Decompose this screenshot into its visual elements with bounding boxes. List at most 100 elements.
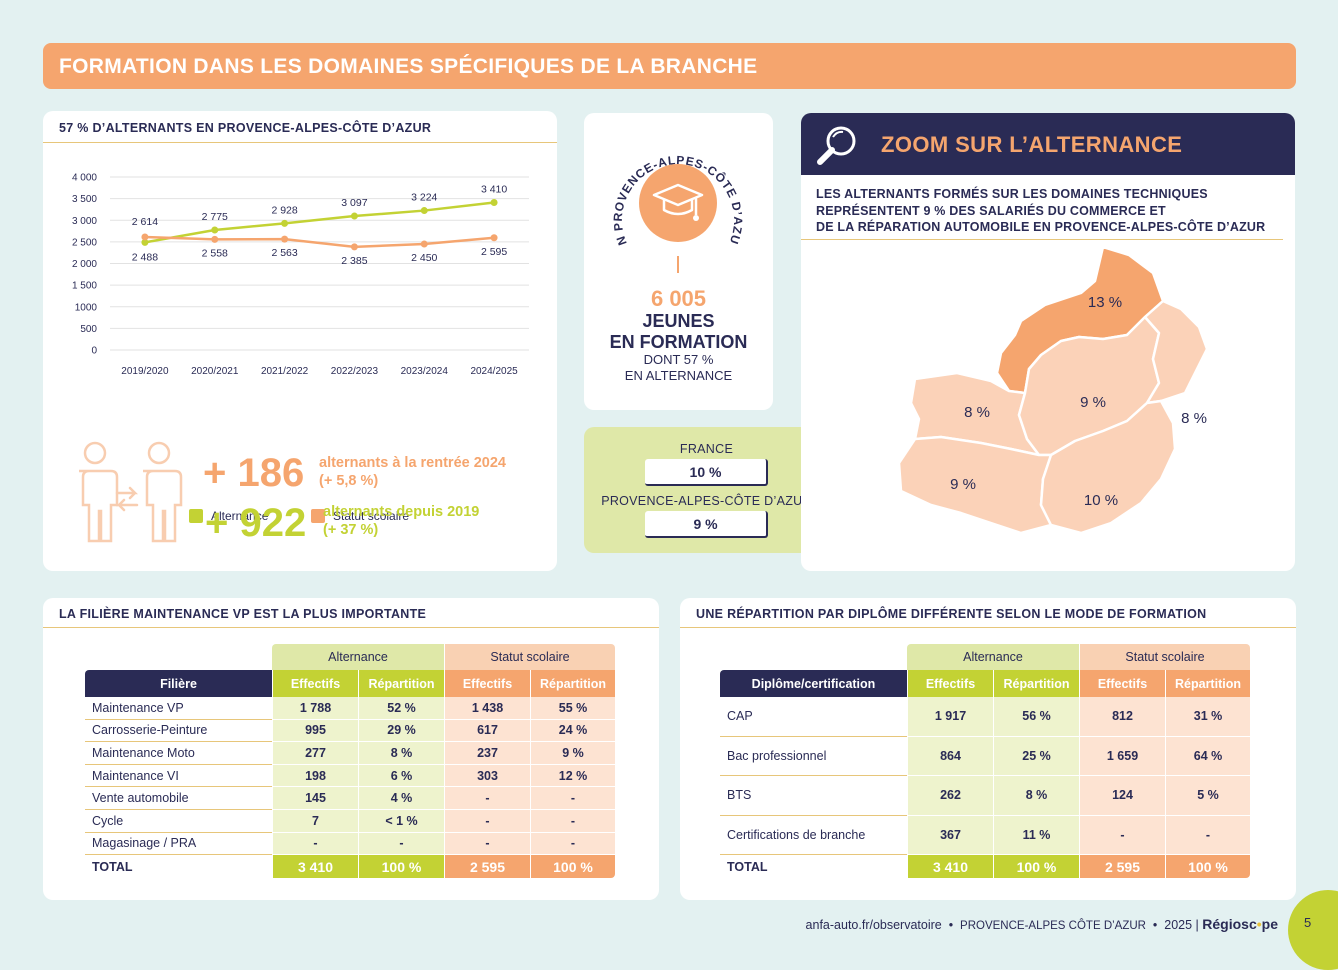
data-point	[420, 240, 428, 248]
data-label: 2 385	[341, 255, 367, 267]
col-effectifs: Effectifs	[272, 670, 358, 697]
col-effectifs: Effectifs	[1079, 670, 1165, 697]
cell-value: 6 %	[358, 764, 444, 788]
zoom-subtitle: LES ALTERNANTS FORMÉS SUR LES DOMAINES T…	[816, 187, 1266, 234]
data-label: 3 410	[481, 184, 507, 196]
cell-value: 7	[272, 809, 358, 833]
cell-value: 5 %	[1165, 776, 1250, 816]
total-value: 2 595	[1079, 855, 1165, 878]
map-value-0: 13 %	[1088, 294, 1122, 311]
table-row: Magasinage / PRA - - - -	[85, 832, 615, 856]
row-label: Cycle	[85, 810, 272, 833]
cell-value: 29 %	[358, 719, 444, 743]
total-value: 100 %	[1165, 855, 1250, 878]
row-label: Maintenance Moto	[85, 742, 272, 765]
cell-value: 237	[444, 742, 530, 765]
cell-value: 24 %	[530, 719, 615, 743]
cell-value: 52 %	[358, 697, 444, 720]
y-tick-label: 0	[91, 346, 97, 357]
group-statut-scolaire: Statut scolaire	[1079, 644, 1250, 670]
stat-186-text: alternants à la rentrée 2024 (+ 5,8 %)	[319, 455, 506, 489]
page-banner: FORMATION DANS LES DOMAINES SPÉCIFIQUES …	[43, 43, 1296, 89]
row-label: Magasinage / PRA	[85, 833, 272, 856]
cell-value: 812	[1079, 697, 1165, 737]
table1-title: LA FILIÈRE MAINTENANCE VP EST LA PLUS IM…	[59, 607, 427, 621]
table-row: Cycle 7 < 1 % - -	[85, 809, 615, 833]
legend-alternance: Alternance	[189, 509, 268, 523]
x-tick-label: 2021/2022	[261, 366, 309, 377]
jeunes-line3: DONT 57 %	[643, 352, 714, 367]
total-value: 3 410	[907, 855, 993, 878]
cell-value: -	[530, 809, 615, 833]
x-tick-label: 2023/2024	[401, 366, 449, 377]
cell-value: 262	[907, 776, 993, 816]
col-filiere: Filière	[85, 670, 272, 697]
cell-value: 8 %	[993, 776, 1079, 816]
data-label: 2 558	[202, 247, 228, 259]
row-label: BTS	[720, 776, 907, 816]
cell-value: 303	[444, 764, 530, 788]
cell-value: -	[530, 787, 615, 810]
y-tick-label: 500	[80, 324, 97, 335]
table-row: Certifications de branche 367 11 % - -	[720, 815, 1250, 855]
compare-box: FRANCE 10 % PROVENCE-ALPES-CÔTE D’AZUR 9…	[584, 427, 829, 553]
zoom-title: ZOOM SUR L’ALTERNANCE	[881, 132, 1183, 157]
cell-value: -	[1165, 815, 1250, 855]
col-effectifs: Effectifs	[907, 670, 993, 697]
total-value: 100 %	[993, 855, 1079, 878]
cell-value: 4 %	[358, 787, 444, 810]
data-point	[350, 243, 358, 251]
data-label: 3 224	[411, 192, 437, 204]
y-tick-label: 1 500	[72, 281, 97, 292]
data-label: 3 097	[341, 197, 367, 209]
cell-value: 25 %	[993, 736, 1079, 776]
total-value: 2 595	[444, 855, 530, 879]
data-point	[281, 219, 289, 227]
jeunes-line2: EN FORMATION	[609, 332, 748, 352]
table-row: CAP 1 917 56 % 812 31 %	[720, 697, 1250, 737]
y-tick-label: 4 000	[72, 173, 97, 184]
footer-region: PROVENCE-ALPES CÔTE D’AZUR	[960, 920, 1146, 932]
cell-value: 1 917	[907, 697, 993, 737]
group-alternance: Alternance	[907, 644, 1079, 670]
data-point	[420, 207, 428, 215]
footer-url[interactable]: anfa-auto.fr/observatoire	[805, 918, 942, 932]
y-tick-label: 2 000	[72, 259, 97, 270]
data-point	[350, 212, 358, 220]
table-row: Vente automobile 145 4 % - -	[85, 787, 615, 810]
cell-value: 11 %	[993, 815, 1079, 855]
cell-value: < 1 %	[358, 809, 444, 833]
data-label: 2 450	[411, 252, 437, 264]
row-label: Vente automobile	[85, 787, 272, 810]
table-filiere: Alternance Statut scolaire Filière Effec…	[85, 644, 615, 879]
cell-value: 8 %	[358, 742, 444, 765]
total-value: 100 %	[358, 855, 444, 879]
region-label: PROVENCE-ALPES-CÔTE D’AZUR	[601, 494, 812, 508]
col-repartition: Répartition	[358, 670, 444, 697]
cell-value: 124	[1079, 776, 1165, 816]
cell-value: 1 788	[272, 697, 358, 720]
france-label: FRANCE	[679, 442, 734, 456]
group-statut-scolaire: Statut scolaire	[444, 644, 615, 670]
cell-value: -	[1079, 815, 1165, 855]
data-point	[281, 235, 289, 243]
data-point	[490, 199, 498, 207]
total-label: TOTAL	[727, 859, 768, 874]
y-tick-label: 2 500	[72, 237, 97, 248]
table1-card: LA FILIÈRE MAINTENANCE VP EST LA PLUS IM…	[43, 598, 659, 900]
region-value: 9 %	[645, 511, 768, 538]
france-value: 10 %	[645, 459, 768, 486]
zoom-header: ZOOM SUR L’ALTERNANCE	[801, 113, 1295, 175]
data-label: 2 928	[271, 204, 297, 216]
cell-value: 1 659	[1079, 736, 1165, 776]
chart-title: 57 % D’ALTERNANTS EN PROVENCE-ALPES-CÔTE…	[59, 121, 432, 135]
badge: EN PROVENCE-ALPES-CÔTE D’AZUR	[584, 113, 744, 273]
y-tick-label: 3 500	[72, 194, 97, 205]
cell-value: 367	[907, 815, 993, 855]
cell-value: -	[530, 832, 615, 856]
cell-value: 995	[272, 719, 358, 743]
x-tick-label: 2019/2020	[121, 366, 169, 377]
col-repartition: Répartition	[993, 670, 1079, 697]
cell-value: 277	[272, 742, 358, 765]
line-chart: 0 500 1000 1 500 2 000 2 500 3 000 3 500 4 000 20…	[72, 173, 529, 377]
